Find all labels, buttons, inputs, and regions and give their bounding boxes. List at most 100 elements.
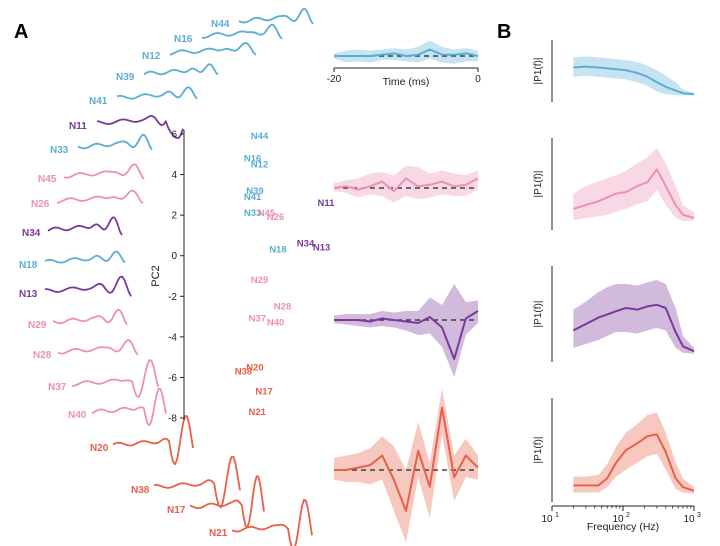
waveform-label: N21	[209, 528, 228, 539]
mean-waveform-pink	[333, 165, 479, 203]
pc-point-label: N34	[297, 239, 315, 250]
waveform-label: N28	[33, 350, 52, 361]
mean-waveform-band	[334, 388, 478, 542]
spectrum-blue: |P1(f)|	[533, 40, 695, 102]
pc-point-label: N20	[246, 362, 263, 373]
spectrum-band	[573, 148, 694, 221]
waveform-label: N38	[131, 485, 150, 496]
waveform-label: N45	[38, 174, 57, 185]
frequency-tick-exponent: 2	[626, 512, 630, 519]
waveform-n26: N26	[31, 189, 144, 210]
mean-waveform-purple	[334, 284, 479, 377]
pc-point-label: N12	[251, 159, 268, 170]
waveform-n29: N29	[28, 308, 128, 331]
waveform-n44: N44	[211, 7, 314, 30]
waveform-label: N18	[19, 260, 38, 271]
waveform-trace	[44, 275, 132, 297]
waveform-label: N26	[31, 199, 50, 210]
waveform-label: N33	[50, 145, 69, 156]
waveform-trace	[71, 359, 159, 398]
waveform-trace	[96, 114, 184, 139]
waveform-label: N29	[28, 320, 47, 331]
time-axis-label: Time (ms)	[383, 76, 430, 88]
pc2-tick-label: 0	[171, 251, 177, 262]
spectrum-line	[572, 303, 695, 353]
waveform-n11: N11	[69, 114, 184, 139]
mean-waveform-plots: -20 0 Time (ms)	[327, 40, 481, 542]
waveform-n34: N34	[22, 216, 123, 239]
waveform-trace	[63, 163, 145, 180]
pc-point-label: N45	[258, 208, 276, 219]
pc-point-label: N28	[274, 301, 291, 312]
waveform-n13: N13	[19, 275, 132, 300]
waveform-trace	[47, 216, 123, 236]
waveform-n16: N16	[174, 23, 283, 45]
waveform-label: N44	[211, 19, 230, 30]
spectrum-plots: |P1(f)||P1(f)||P1(f)||P1(f)|10 1 10 2 10 3Fre…	[533, 40, 701, 533]
waveform-trace	[91, 387, 167, 427]
spectrum-y-label: |P1(f)|	[533, 301, 544, 328]
pc-point-label: N38	[235, 366, 252, 377]
waveform-n37: N37	[48, 359, 159, 398]
waveform-n20: N20	[90, 415, 194, 466]
mean-waveform-red	[334, 388, 479, 542]
pc-point-label: N40	[267, 318, 284, 329]
waveform-label: N13	[19, 289, 38, 300]
waveform-trace	[238, 7, 314, 25]
pc2-tick-label: 4	[171, 170, 177, 181]
pc-point-label: N13	[313, 243, 330, 254]
waveform-n39: N39	[116, 63, 219, 83]
pc-point-label: N33	[244, 208, 261, 219]
waveform-trace	[44, 250, 126, 264]
waveform-label: N41	[89, 96, 108, 107]
waveform-trace	[169, 41, 257, 56]
spectrum-y-label: |P1(f)|	[533, 437, 544, 464]
mean-waveform-blue	[334, 40, 479, 64]
waveform-n38: N38	[131, 456, 241, 509]
pc-point-label: N17	[255, 387, 272, 398]
spectrum-band	[573, 412, 694, 494]
spectrum-pink: |P1(f)|	[533, 138, 695, 230]
waveform-trace	[153, 456, 241, 509]
mean-waveform-band	[334, 40, 478, 64]
spectrum-band	[573, 56, 694, 96]
waveform-label: N20	[90, 443, 109, 454]
spectrum-y-label: |P1(f)|	[533, 58, 544, 85]
spectrum-band	[573, 280, 694, 354]
panel-label-b: B	[497, 21, 511, 43]
waveform-n33: N33	[50, 133, 153, 156]
pc2-tick-label: -8	[168, 414, 177, 425]
spectrum-red: |P1(f)|	[533, 398, 695, 502]
waveform-trace	[189, 475, 265, 529]
frequency-tick-exponent: 3	[697, 512, 701, 519]
spectrum-line	[573, 433, 695, 492]
time-tick-label: -20	[327, 74, 342, 85]
waveform-label: N17	[167, 505, 186, 516]
waveform-label: N34	[22, 228, 41, 239]
pc-point-label: N29	[251, 275, 268, 286]
pc2-tick-label: -4	[168, 332, 177, 343]
pc-point-label: N11	[318, 198, 336, 209]
waveform-trace	[77, 133, 153, 151]
pc-point-label: N26	[267, 212, 284, 223]
mean-waveform-line	[334, 310, 479, 360]
frequency-tick-label: 10	[541, 514, 553, 525]
waveform-n28: N28	[33, 339, 139, 361]
waveform-trace	[116, 86, 198, 100]
spectrum-purple: |P1(f)|	[533, 266, 695, 362]
pc-point-label: N21	[249, 407, 267, 418]
waveform-trace	[52, 308, 128, 325]
mean-waveform-line	[334, 406, 479, 512]
waveform-trace	[57, 339, 139, 356]
waveform-stack: N44N16N12N39N41N11N33N45N26N34N18N13N29N…	[19, 7, 314, 546]
pc2-tick-label: -6	[168, 373, 177, 384]
spectrum-line	[573, 65, 695, 96]
pc-point-label: N44	[251, 131, 269, 142]
pc-point-label: N39	[246, 186, 263, 197]
waveform-n40: N40	[68, 387, 167, 427]
waveform-n12: N12	[142, 41, 257, 62]
waveform-trace	[143, 63, 219, 76]
mean-waveform-line	[334, 48, 479, 57]
